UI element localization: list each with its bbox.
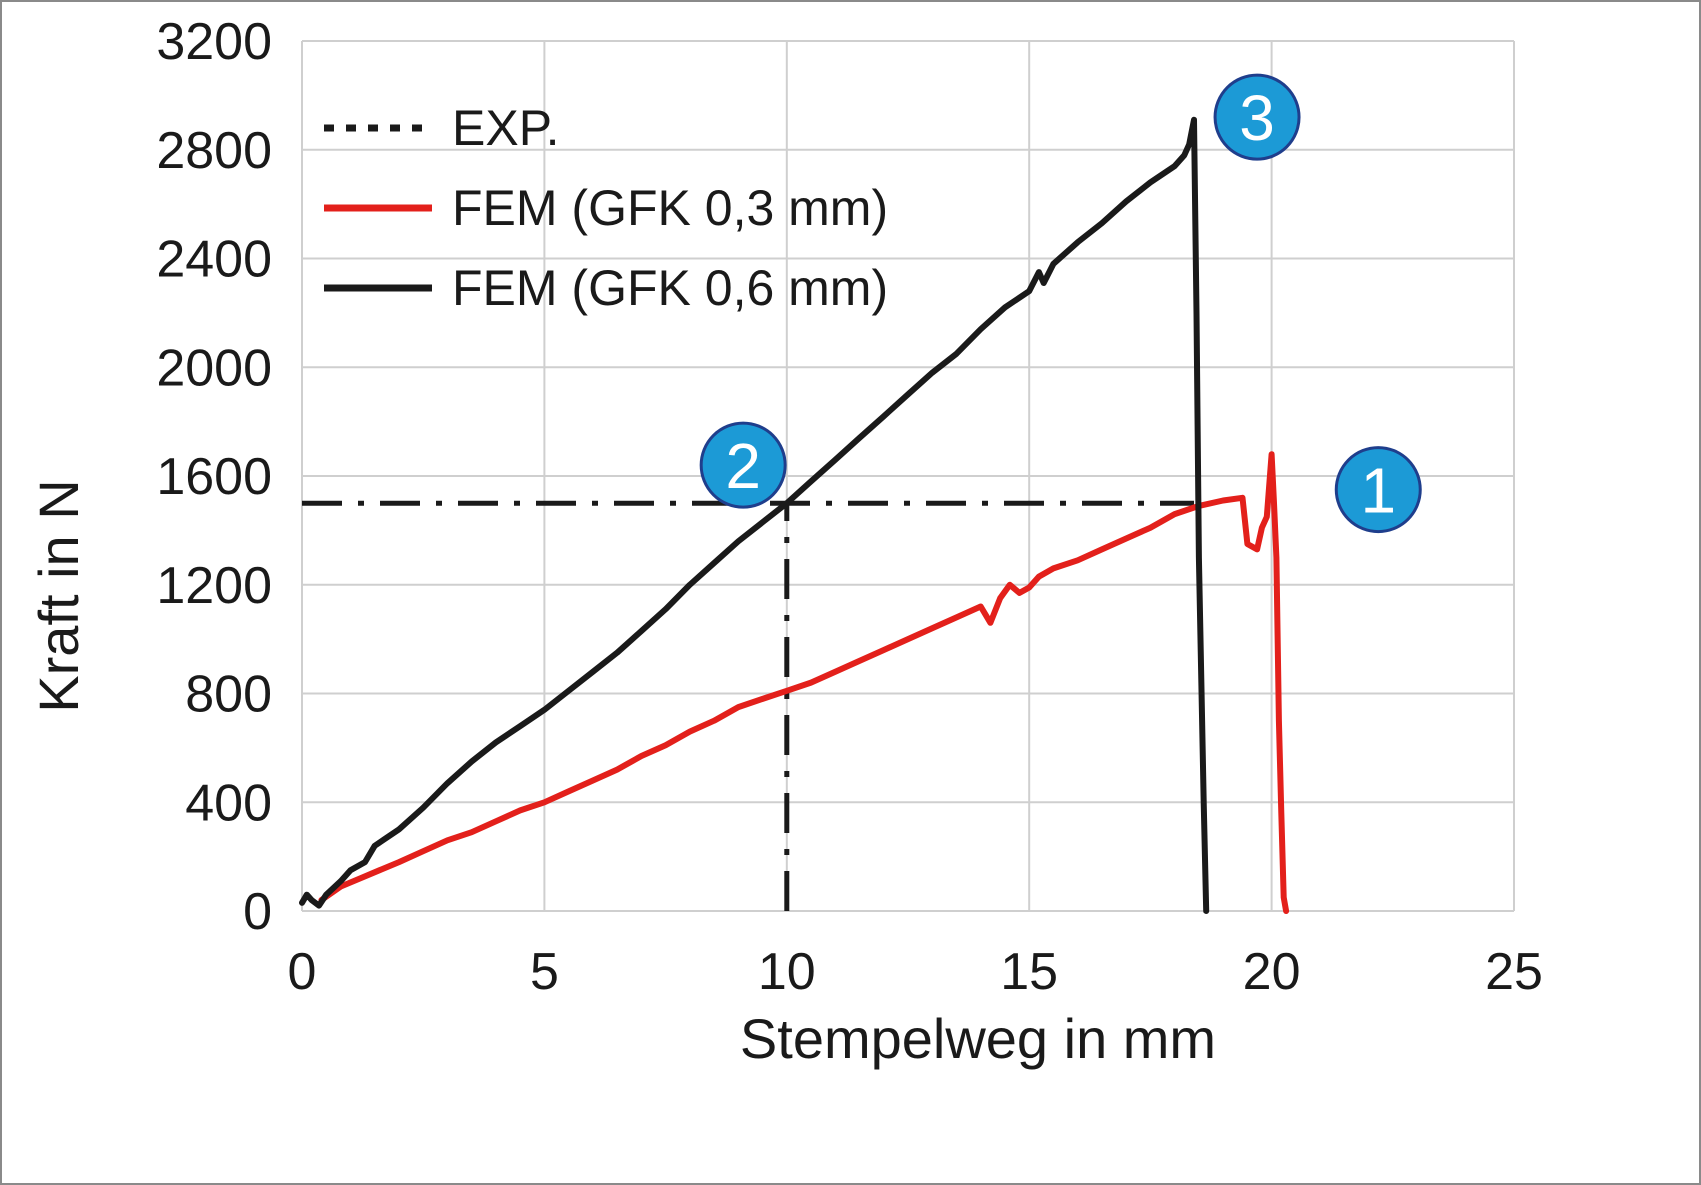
annotations: 1 2 3 xyxy=(699,73,1422,534)
annotation-marker xyxy=(1334,446,1422,534)
annotation-label: 3 xyxy=(1239,82,1275,154)
annotation-label: 2 xyxy=(725,430,761,502)
annotation-marker xyxy=(699,421,787,509)
annotation-label: 1 xyxy=(1360,455,1396,527)
y-tick-label: 0 xyxy=(243,883,272,941)
y-tick-label: 2000 xyxy=(156,339,272,397)
legend-label: FEM (GFK 0,3 mm) xyxy=(452,180,888,236)
series-layer xyxy=(299,116,1290,914)
y-tick-label: 1600 xyxy=(156,448,272,506)
x-tick-label: 25 xyxy=(1485,943,1543,1001)
axes: 0 5 10 15 20 25 0 400 800 1200 1600 2000 2400 2800 320… xyxy=(156,13,1543,1001)
x-tick-label: 0 xyxy=(288,943,317,1001)
x-tick-label: 15 xyxy=(1000,943,1058,1001)
legend-label: EXP. xyxy=(452,100,560,156)
y-tick-label: 2800 xyxy=(156,122,272,180)
y-tick-label: 800 xyxy=(185,666,272,724)
series-line-1 xyxy=(318,451,1290,914)
annotation-marker xyxy=(1213,73,1301,161)
grid xyxy=(301,40,1515,912)
x-axis-title: Stempelweg in mm xyxy=(740,1007,1216,1070)
legend-label: FEM (GFK 0,6 mm) xyxy=(452,260,888,316)
x-tick-label: 5 xyxy=(530,943,559,1001)
x-tick-label: 20 xyxy=(1243,943,1301,1001)
y-axis-title: Kraft in N xyxy=(27,479,90,712)
legend: EXP. FEM (GFK 0,3 mm) FEM (GFK 0,6 mm) xyxy=(324,100,888,316)
y-tick-label: 1200 xyxy=(156,557,272,615)
x-tick-label: 10 xyxy=(758,943,816,1001)
y-tick-label: 400 xyxy=(185,774,272,832)
y-tick-label: 3200 xyxy=(156,13,272,71)
series-line-2 xyxy=(299,116,1210,914)
y-tick-label: 2400 xyxy=(156,231,272,289)
